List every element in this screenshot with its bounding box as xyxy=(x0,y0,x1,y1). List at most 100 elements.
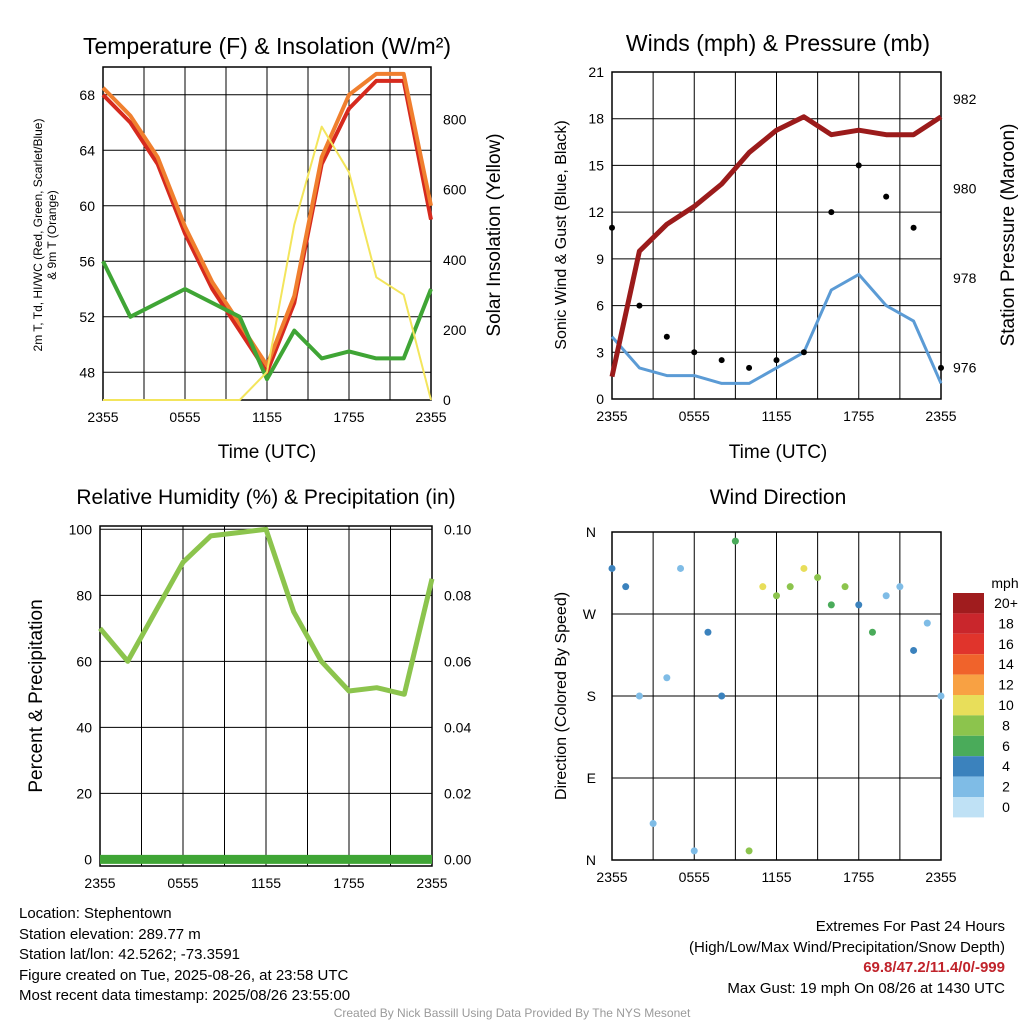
direction-point xyxy=(937,692,945,700)
humidity-panel-right-tick-label: 0.04 xyxy=(444,719,471,735)
temp-panel-xtick-label: 0555 xyxy=(169,409,200,425)
direction-point xyxy=(896,583,904,591)
temp-panel-right-tick-label: 800 xyxy=(443,112,467,128)
direction-point xyxy=(800,564,808,572)
humidity-panel-xtick-label: 1155 xyxy=(251,875,281,891)
winds-panel-ylabel-left: Sonic Wind & Gust (Blue, Black) xyxy=(553,120,570,349)
winds-panel-left-tick-label: 15 xyxy=(588,157,604,173)
humidity-panel-left-tick-label: 0 xyxy=(84,851,92,867)
winds-panel-ylabel-right: Station Pressure (Maroon) xyxy=(998,124,1019,347)
speed-legend-swatch xyxy=(953,695,984,716)
temp-panel-xtick-label: 2355 xyxy=(415,409,446,425)
humidity-panel-ylabel-left: Percent & Precipitation xyxy=(26,599,47,792)
speed-legend-swatch xyxy=(953,674,984,695)
temp-panel-left-tick-label: 48 xyxy=(79,364,95,380)
winds-series-line-2 xyxy=(609,114,943,378)
temp-panel-right-tick-label: 200 xyxy=(443,322,467,338)
temp-panel-xlabel: Time (UTC) xyxy=(218,442,317,463)
winds-panel-right-tick-label: 982 xyxy=(953,91,977,107)
winds-panel-xtick-label: 0555 xyxy=(679,408,710,424)
direction-point xyxy=(910,646,918,654)
speed-legend-label: 12 xyxy=(998,677,1014,693)
humidity-panel-xtick-label: 2355 xyxy=(416,875,447,891)
max-gust-text: Max Gust: 19 mph On 08/26 at 1430 UTC xyxy=(727,979,1005,997)
winds-panel-left-tick-label: 6 xyxy=(596,298,604,314)
winds-panel-left-tick-label: 3 xyxy=(596,344,604,360)
winds-panel-left-tick-label: 21 xyxy=(588,64,604,80)
direction-point xyxy=(827,601,835,609)
winds-panel-left-tick-label: 9 xyxy=(596,251,604,267)
direction-point xyxy=(868,628,876,636)
humidity-panel-title: Relative Humidity (%) & Precipitation (i… xyxy=(76,486,455,509)
direction-point xyxy=(759,583,767,591)
gust-point xyxy=(828,209,835,216)
winds-panel-xtick-label: 1155 xyxy=(761,408,791,424)
winds-panel-right-tick-label: 978 xyxy=(953,270,977,286)
temp-panel-ylabel-right: Solar Insolation (Yellow) xyxy=(484,133,505,336)
winds-series-line-0 xyxy=(610,272,943,385)
extremes-info: Extremes For Past 24 Hours (High/Low/Max… xyxy=(689,917,1005,999)
direction-point xyxy=(773,592,780,600)
speed-legend-swatch xyxy=(953,613,984,634)
speed-legend-label: 10 xyxy=(998,697,1014,713)
temp-panel-ylabel-left: 2m T, Td, HI/WC (Red, Green, Scarlet/Blu… xyxy=(31,119,45,352)
speed-legend-label: 8 xyxy=(1002,717,1010,733)
winds-panel-title: Winds (mph) & Pressure (mb) xyxy=(626,30,930,56)
humidity-panel-left-tick-label: 80 xyxy=(76,587,92,603)
speed-legend-swatch xyxy=(953,735,984,757)
temp-series-line-2 xyxy=(101,260,433,382)
gust-point xyxy=(691,349,698,356)
humidity-panel-xtick-label: 1755 xyxy=(333,875,364,891)
gust-point xyxy=(855,162,862,169)
winds-panel-xtick-label: 2355 xyxy=(596,408,627,424)
temp-series-line-3 xyxy=(103,125,432,401)
speed-legend-swatch xyxy=(953,756,984,777)
temp-panel-title: Temperature (F) & Insolation (W/m²) xyxy=(83,33,451,59)
humidity-panel-right-tick-label: 0.00 xyxy=(444,851,471,867)
humidity-panel-right-tick-label: 0.10 xyxy=(444,521,471,537)
winds-panel-right-tick-label: 976 xyxy=(953,360,977,376)
speed-legend-label: 0 xyxy=(1002,799,1010,815)
temp-panel-left-tick-label: 64 xyxy=(79,142,95,158)
latlon-text: Station lat/lon: 42.5262; -73.3591 xyxy=(19,946,241,963)
gust-point xyxy=(773,357,780,364)
direction-panel-xtick-label: 2355 xyxy=(925,869,956,885)
direction-panel-ytick-label: N xyxy=(586,524,596,540)
station-info: Location: Stephentown Station elevation:… xyxy=(19,904,350,1007)
direction-point xyxy=(677,564,685,572)
temp-panel-left-tick-label: 60 xyxy=(79,198,95,214)
direction-point xyxy=(649,820,657,828)
temp-panel-right-tick-label: 600 xyxy=(443,182,467,198)
speed-legend-label: 16 xyxy=(998,636,1014,652)
extremes-title: Extremes For Past 24 Hours xyxy=(815,918,1005,935)
gust-point xyxy=(718,357,725,364)
humidity-panel-left-tick-label: 100 xyxy=(69,521,93,537)
direction-point xyxy=(718,692,726,700)
direction-point xyxy=(841,583,849,591)
gust-point xyxy=(938,364,944,371)
extremes-subtitle: (High/Low/Max Wind/Precipitation/Snow De… xyxy=(689,938,1005,956)
location-text: Location: Stephentown xyxy=(19,905,172,922)
direction-point xyxy=(663,674,671,682)
speed-legend-swatch xyxy=(953,593,984,614)
credit-text: Created By Nick Bassill Using Data Provi… xyxy=(333,1006,691,1020)
speed-legend-swatch xyxy=(953,715,984,736)
direction-panel-ytick-label: W xyxy=(583,606,597,622)
direction-panel-xtick-label: 1755 xyxy=(843,869,874,885)
temp-series-line-1 xyxy=(101,71,433,368)
temp-panel-left-tick-label: 52 xyxy=(79,309,95,325)
humidity-panel-left-tick-label: 40 xyxy=(76,719,92,735)
gust-point xyxy=(883,193,890,200)
speed-legend-label: 6 xyxy=(1002,738,1010,754)
gust-point xyxy=(800,349,807,356)
temp-panel-xtick-label: 1755 xyxy=(333,409,364,425)
extremes-values: 69.8/47.2/11.4/0/-999 xyxy=(863,959,1005,976)
direction-panel-ylabel-left: Direction (Colored By Speed) xyxy=(553,592,570,800)
gust-point xyxy=(609,224,615,231)
speed-legend-swatch xyxy=(953,797,984,818)
humidity-panel-left-tick-label: 20 xyxy=(76,785,92,801)
direction-point xyxy=(608,564,616,572)
gust-point xyxy=(663,333,670,340)
direction-point xyxy=(690,847,698,855)
temp-panel-left-tick-label: 56 xyxy=(79,253,95,269)
